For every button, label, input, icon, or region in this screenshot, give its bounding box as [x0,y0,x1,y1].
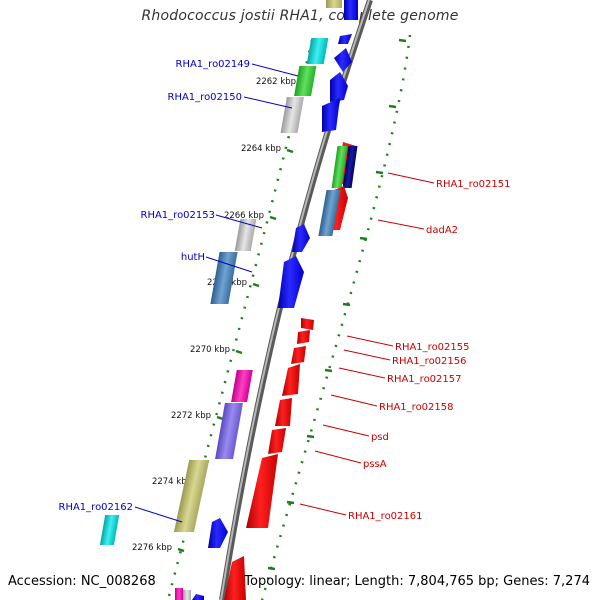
gene-label-right[interactable]: RHA1_ro02151 [436,179,511,190]
leader-line [387,172,435,184]
kbp-tick-label: 2274 kbp [152,477,192,487]
gene-block [280,97,304,133]
gene-block [342,146,358,188]
strand-tick-mark [306,434,315,439]
gene-block [99,515,120,545]
strand-tick-mark [388,104,397,109]
kbp-tick-mark [177,547,185,553]
strand-tick-mark [286,500,295,505]
gene-label-right[interactable]: dadA2 [426,225,458,236]
gene-arrow [330,72,348,102]
kbp-tick-mark [286,148,294,154]
leader-line [205,256,253,273]
gene-block [173,460,210,532]
leader-line [314,450,362,464]
kbp-tick-mark [252,282,260,288]
gene-label-left[interactable]: RHA1_ro02153 [141,210,216,221]
leader-line [330,394,378,407]
gene-block [344,0,358,20]
gene-label-right[interactable]: RHA1_ro02156 [392,356,467,367]
leader-line [215,214,263,229]
gene-arrow [291,346,306,364]
gene-label-right[interactable]: RHA1_ro02155 [395,342,470,353]
gene-block [294,66,317,96]
gene-block [234,219,257,251]
strand-tick-mark [375,170,384,175]
gene-block [175,588,183,600]
leader-line [343,349,391,361]
gene-arrow [338,34,352,44]
forward-strand-track [260,34,412,600]
gene-label-left[interactable]: hutH [181,252,205,263]
gene-label-right[interactable]: RHA1_ro02161 [348,511,423,522]
kbp-tick-mark [216,415,224,421]
gene-label-left[interactable]: RHA1_ro02149 [176,59,251,70]
gene-labels: RHA1_ro02149 RHA1_ro02150 RHA1_ro02153 hutH… [59,59,511,522]
gene-block [326,0,342,8]
strand-tick-mark [359,236,368,241]
strand-tick-mark [398,38,407,43]
label-leader-lines [134,63,435,523]
forward-strand-genes [173,142,358,600]
gene-block [331,146,348,188]
leader-line [346,335,394,347]
gene-block [318,190,341,236]
gene-arrow [297,330,310,344]
gene-arrow [224,556,246,600]
kbp-tick-label: 2266 kbp [224,211,264,221]
leader-line [322,424,370,437]
leader-line [338,367,386,379]
gene-arrow [334,48,352,72]
kbp-tick-label: 2262 kbp [256,77,296,87]
gene-label-right[interactable]: pssA [363,459,387,470]
kbp-tick-mark [235,349,243,355]
leader-line [377,219,425,230]
kbp-tick-label: 2276 kbp [132,543,172,553]
gene-label-right[interactable]: psd [371,432,389,443]
gene-arrow [275,398,292,426]
gene-arrow [322,98,340,132]
leader-line [134,506,183,523]
gene-block [231,370,253,402]
gene-block [215,403,243,459]
kbp-tick-label: 2272 kbp [171,411,211,421]
gene-arrow [268,428,286,454]
leader-line [299,503,347,516]
strand-tick-mark [267,566,276,571]
reverse-strand-genes [99,0,358,600]
kbp-tick-label: 2270 kbp [190,345,230,355]
gene-arrow [246,454,278,528]
gene-block [183,590,191,600]
leader-line [243,96,293,109]
gene-block [306,38,329,64]
gene-arrow [278,256,304,308]
gene-label-left[interactable]: RHA1_ro02162 [59,502,134,513]
gene-arrow [282,364,300,396]
map-title: Rhodococcus jostii RHA1, complete genome [141,8,459,24]
genome-summary-text: Topology: linear; Length: 7,804,765 bp; … [244,574,590,589]
strand-tick-mark [342,302,351,307]
gene-label-right[interactable]: RHA1_ro02158 [379,402,454,413]
gene-label-right[interactable]: RHA1_ro02157 [387,374,462,385]
accession-text: Accession: NC_008268 [8,574,156,589]
kbp-tick-mark [269,215,277,221]
gene-label-left[interactable]: RHA1_ro02150 [168,92,243,103]
kbp-tick-label: 2264 kbp [241,144,281,154]
gene-arrow [208,518,228,548]
gene-arrow [192,594,204,600]
strand-tick-mark [324,368,333,373]
gene-arrow [292,224,310,252]
leader-line [251,63,299,77]
gene-arrow [301,318,314,330]
